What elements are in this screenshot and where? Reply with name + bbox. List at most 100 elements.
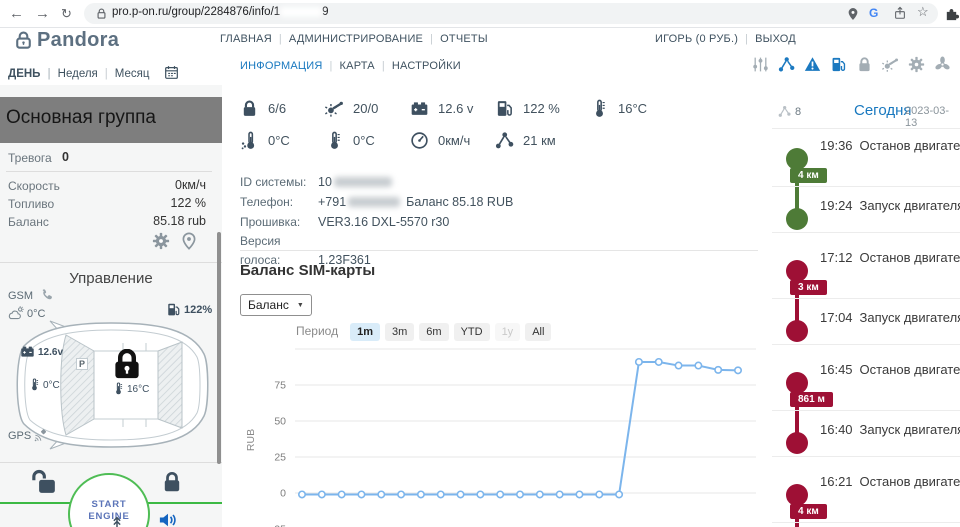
group-header[interactable]: Основная группа — [0, 97, 222, 143]
gps-satellite-icon — [34, 428, 48, 442]
google-icon[interactable]: G — [869, 6, 879, 20]
status-engine-temp: 0°C — [240, 131, 290, 150]
event-time: 16:40 — [820, 422, 853, 437]
user-balance[interactable]: ИГОРЬ (0 РУБ.) — [655, 33, 755, 45]
tab-day[interactable]: ДЕНЬ — [8, 68, 58, 80]
period-3m-button[interactable]: 3m — [385, 323, 415, 341]
speed-status-value: 0км/ч — [438, 133, 471, 148]
period-1y-button: 1y — [494, 323, 521, 341]
engine-temp-icon — [28, 378, 41, 391]
engine-stop-event[interactable]: 17:12 Останов двигателя — [820, 250, 960, 265]
fuel-pump-icon — [495, 99, 514, 118]
gear-icon[interactable] — [908, 56, 925, 73]
tab-week[interactable]: Неделя — [58, 68, 115, 80]
trip-distance-badge[interactable]: 861 м — [790, 392, 833, 407]
mileage-value: 21 км — [523, 133, 556, 148]
car-windshield — [60, 334, 95, 436]
url-redaction — [280, 6, 323, 17]
lock-icon[interactable] — [160, 470, 184, 494]
engine-start-event[interactable]: 16:40 Запуск двигателя — [820, 422, 960, 437]
period-all-button[interactable]: All — [525, 323, 552, 341]
trip-distance-badge[interactable]: 4 км — [790, 168, 827, 183]
browser-back-icon[interactable]: ← — [9, 5, 24, 22]
car-battery-icon — [20, 344, 35, 359]
lock-icon[interactable] — [856, 56, 873, 73]
engine-stop-event[interactable]: 16:21 Останов двигателя — [820, 474, 960, 489]
browser-forward-icon[interactable]: → — [35, 5, 50, 22]
gsm-phone-icon — [40, 288, 53, 301]
fan-icon[interactable] — [934, 56, 951, 73]
nav-main[interactable]: ГЛАВНАЯ — [220, 33, 289, 45]
logout-link[interactable]: ВЫХОД — [755, 33, 796, 45]
status-voltage: 12.6 v — [410, 99, 473, 118]
nav-administration[interactable]: АДМИНИСТРИРОВАНИЕ — [289, 33, 440, 45]
trip-distance-badge[interactable]: 4 км — [790, 504, 827, 519]
redacted-id — [333, 176, 392, 187]
pandora-logo[interactable]: Pandora — [37, 29, 120, 51]
tab-settings[interactable]: НАСТРОЙКИ — [391, 60, 461, 72]
today-date: 2023-03-13 — [905, 105, 950, 129]
tab-information[interactable]: ИНФОРМАЦИЯ — [240, 60, 340, 72]
engine-start-event[interactable]: 17:04 Запуск двигателя — [820, 310, 960, 325]
pandora-sticker: P — [76, 358, 89, 370]
svg-text:0: 0 — [280, 488, 286, 500]
route-icon[interactable] — [778, 56, 795, 73]
warning-icon[interactable] — [804, 56, 821, 73]
settings-gear-icon[interactable] — [152, 232, 170, 250]
control-title: Управление — [69, 270, 153, 287]
event-time: 16:45 — [820, 362, 853, 377]
alert-filter-toolbar — [752, 56, 951, 73]
tab-month[interactable]: Месяц — [114, 68, 150, 80]
divider — [772, 456, 960, 457]
period-6m-button[interactable]: 6m — [419, 323, 449, 341]
divider — [772, 410, 960, 411]
event-time: 16:21 — [820, 474, 853, 489]
route-icon — [495, 131, 514, 150]
calendar-icon[interactable] — [164, 65, 179, 80]
sound-alert-icon[interactable] — [158, 510, 178, 527]
share-icon[interactable] — [893, 6, 907, 20]
event-stop-dot — [786, 484, 808, 506]
location-pin-icon[interactable] — [846, 7, 860, 21]
unlock-icon[interactable] — [30, 468, 58, 496]
divider — [772, 186, 960, 187]
start-engine-label2: ENGINE — [88, 511, 130, 522]
period-ytd-button[interactable]: YTD — [453, 323, 490, 341]
divider — [240, 250, 758, 251]
engine-icon[interactable] — [882, 56, 899, 73]
trip-connector-line — [795, 158, 799, 220]
tab-map[interactable]: КАРТА — [340, 60, 392, 72]
period-1m-button[interactable]: 1m — [350, 323, 380, 341]
trunk-release-icon[interactable] — [108, 512, 126, 527]
url-text[interactable]: pro.p-on.ru/group/2284876/info/1 9 — [112, 6, 329, 18]
browser-reload-icon[interactable]: ↻ — [61, 6, 72, 21]
voice-version-label: Версия голоса: — [240, 234, 281, 267]
engine-stop-event[interactable]: 19:36 Останов двигателя — [820, 138, 960, 153]
today-label[interactable]: Сегодня — [854, 102, 912, 119]
engine-temp-value: 0°C — [43, 380, 60, 391]
status-cabin-temp: 16°C — [590, 99, 647, 118]
event-time: 19:24 — [820, 198, 853, 213]
sliders-icon[interactable] — [752, 56, 769, 73]
car-rear-window — [157, 341, 183, 429]
event-start-dot — [786, 208, 808, 230]
car-fuel-icon — [166, 302, 181, 317]
engine-stop-event[interactable]: 16:45 Останов двигателя — [820, 362, 960, 377]
fuel-icon[interactable] — [830, 56, 847, 73]
info-row: Прошивка: VER3.16 DXL-5570 r30 — [240, 212, 513, 232]
sidebar-scrollbar[interactable] — [217, 232, 221, 464]
balance-select[interactable]: Баланс ▼ — [240, 294, 312, 316]
balance-label: Баланс — [8, 215, 49, 229]
car-top-view[interactable] — [8, 316, 214, 454]
central-lock-icon[interactable] — [110, 349, 144, 380]
group-title: Основная группа — [6, 107, 156, 128]
bookmark-star-icon[interactable]: ☆ — [917, 4, 929, 19]
period-buttons: 1m 3m 6m YTD 1y All — [350, 323, 552, 341]
track-location-icon[interactable] — [180, 232, 198, 250]
extensions-puzzle-icon[interactable] — [944, 6, 959, 21]
engine-start-event[interactable]: 19:24 Запуск двигателя — [820, 198, 960, 213]
trip-distance-badge[interactable]: 3 км — [790, 280, 827, 295]
nav-reports[interactable]: ОТЧЕТЫ — [440, 33, 488, 45]
lock-status-icon — [240, 99, 259, 118]
svg-text:50: 50 — [274, 416, 286, 428]
